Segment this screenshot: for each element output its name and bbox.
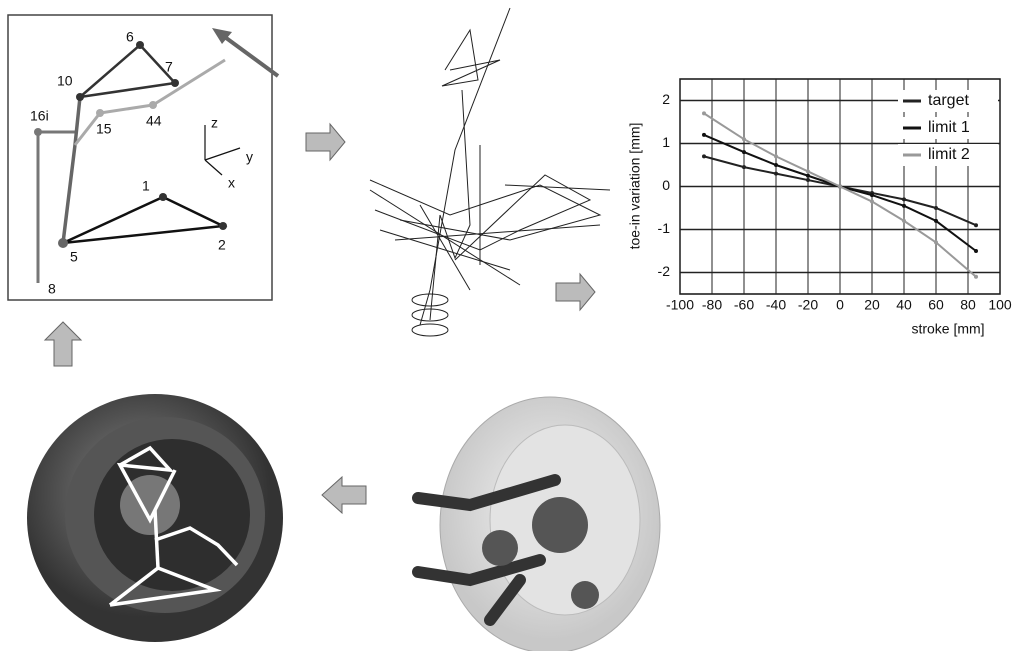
y-axis-label: toe-in variation [mm] [627, 123, 643, 250]
legend-label: limit 1 [928, 119, 970, 136]
data-point [806, 178, 810, 182]
y-tick-label: 1 [662, 134, 670, 150]
node-label: 2 [218, 237, 226, 253]
legend-label: limit 2 [928, 146, 970, 163]
data-point [806, 174, 810, 178]
data-point [702, 154, 706, 158]
x-tick-label: -20 [798, 297, 818, 313]
node-label: 7 [165, 59, 173, 75]
data-point [870, 200, 874, 204]
data-point [974, 275, 978, 279]
data-point [702, 133, 706, 137]
data-point [742, 150, 746, 154]
x-tick-label: -80 [702, 297, 722, 313]
node-label: 15 [96, 121, 112, 137]
x-tick-label: -100 [666, 297, 694, 313]
axis-label: x [228, 175, 235, 191]
x-tick-label: 20 [864, 297, 880, 313]
data-point [838, 185, 842, 189]
page: 6 7 10 16i 15 44 1 2 5 8 z y x [0, 0, 1015, 656]
kinematic-scheme: 6 7 10 16i 15 44 1 2 5 8 z y x [8, 15, 278, 300]
x-tick-label: 0 [836, 297, 844, 313]
x-tick-label: 40 [896, 297, 912, 313]
x-tick-label: -60 [734, 297, 754, 313]
data-point [774, 172, 778, 176]
axis-label: y [246, 149, 253, 165]
x-tick-label: 100 [988, 297, 1012, 313]
data-point [742, 165, 746, 169]
y-tick-label: 0 [662, 177, 670, 193]
chart: stroke [mm] toe-in variation [mm] -100-8… [627, 79, 1012, 337]
data-point [806, 169, 810, 173]
data-point [870, 193, 874, 197]
axis-label: z [211, 115, 218, 131]
y-tick-label: 2 [662, 91, 670, 107]
y-tick-label: -2 [658, 263, 671, 279]
x-axis-label: stroke [mm] [911, 321, 984, 337]
x-tick-label: 80 [960, 297, 976, 313]
node-label: 44 [146, 113, 162, 129]
node-label: 8 [48, 281, 56, 297]
data-point [934, 219, 938, 223]
data-point [702, 111, 706, 115]
node-label: 5 [70, 249, 78, 265]
figure: 6 7 10 16i 15 44 1 2 5 8 z y x [0, 0, 1015, 651]
node-label: 16i [30, 108, 49, 124]
node-label: 10 [57, 73, 73, 89]
data-point [902, 219, 906, 223]
x-tick-label: -40 [766, 297, 786, 313]
y-tick-label: -1 [658, 220, 671, 236]
node-label: 1 [142, 178, 150, 194]
node-label: 6 [126, 29, 134, 45]
data-point [902, 204, 906, 208]
data-point [774, 163, 778, 167]
data-point [974, 249, 978, 253]
suspension-render [418, 397, 660, 651]
data-point [774, 154, 778, 158]
data-point [934, 240, 938, 244]
data-point [902, 197, 906, 201]
data-point [934, 206, 938, 210]
legend-label: target [928, 92, 969, 109]
wheel-render [27, 394, 283, 642]
data-point [742, 137, 746, 141]
x-tick-label: 60 [928, 297, 944, 313]
data-point [974, 223, 978, 227]
